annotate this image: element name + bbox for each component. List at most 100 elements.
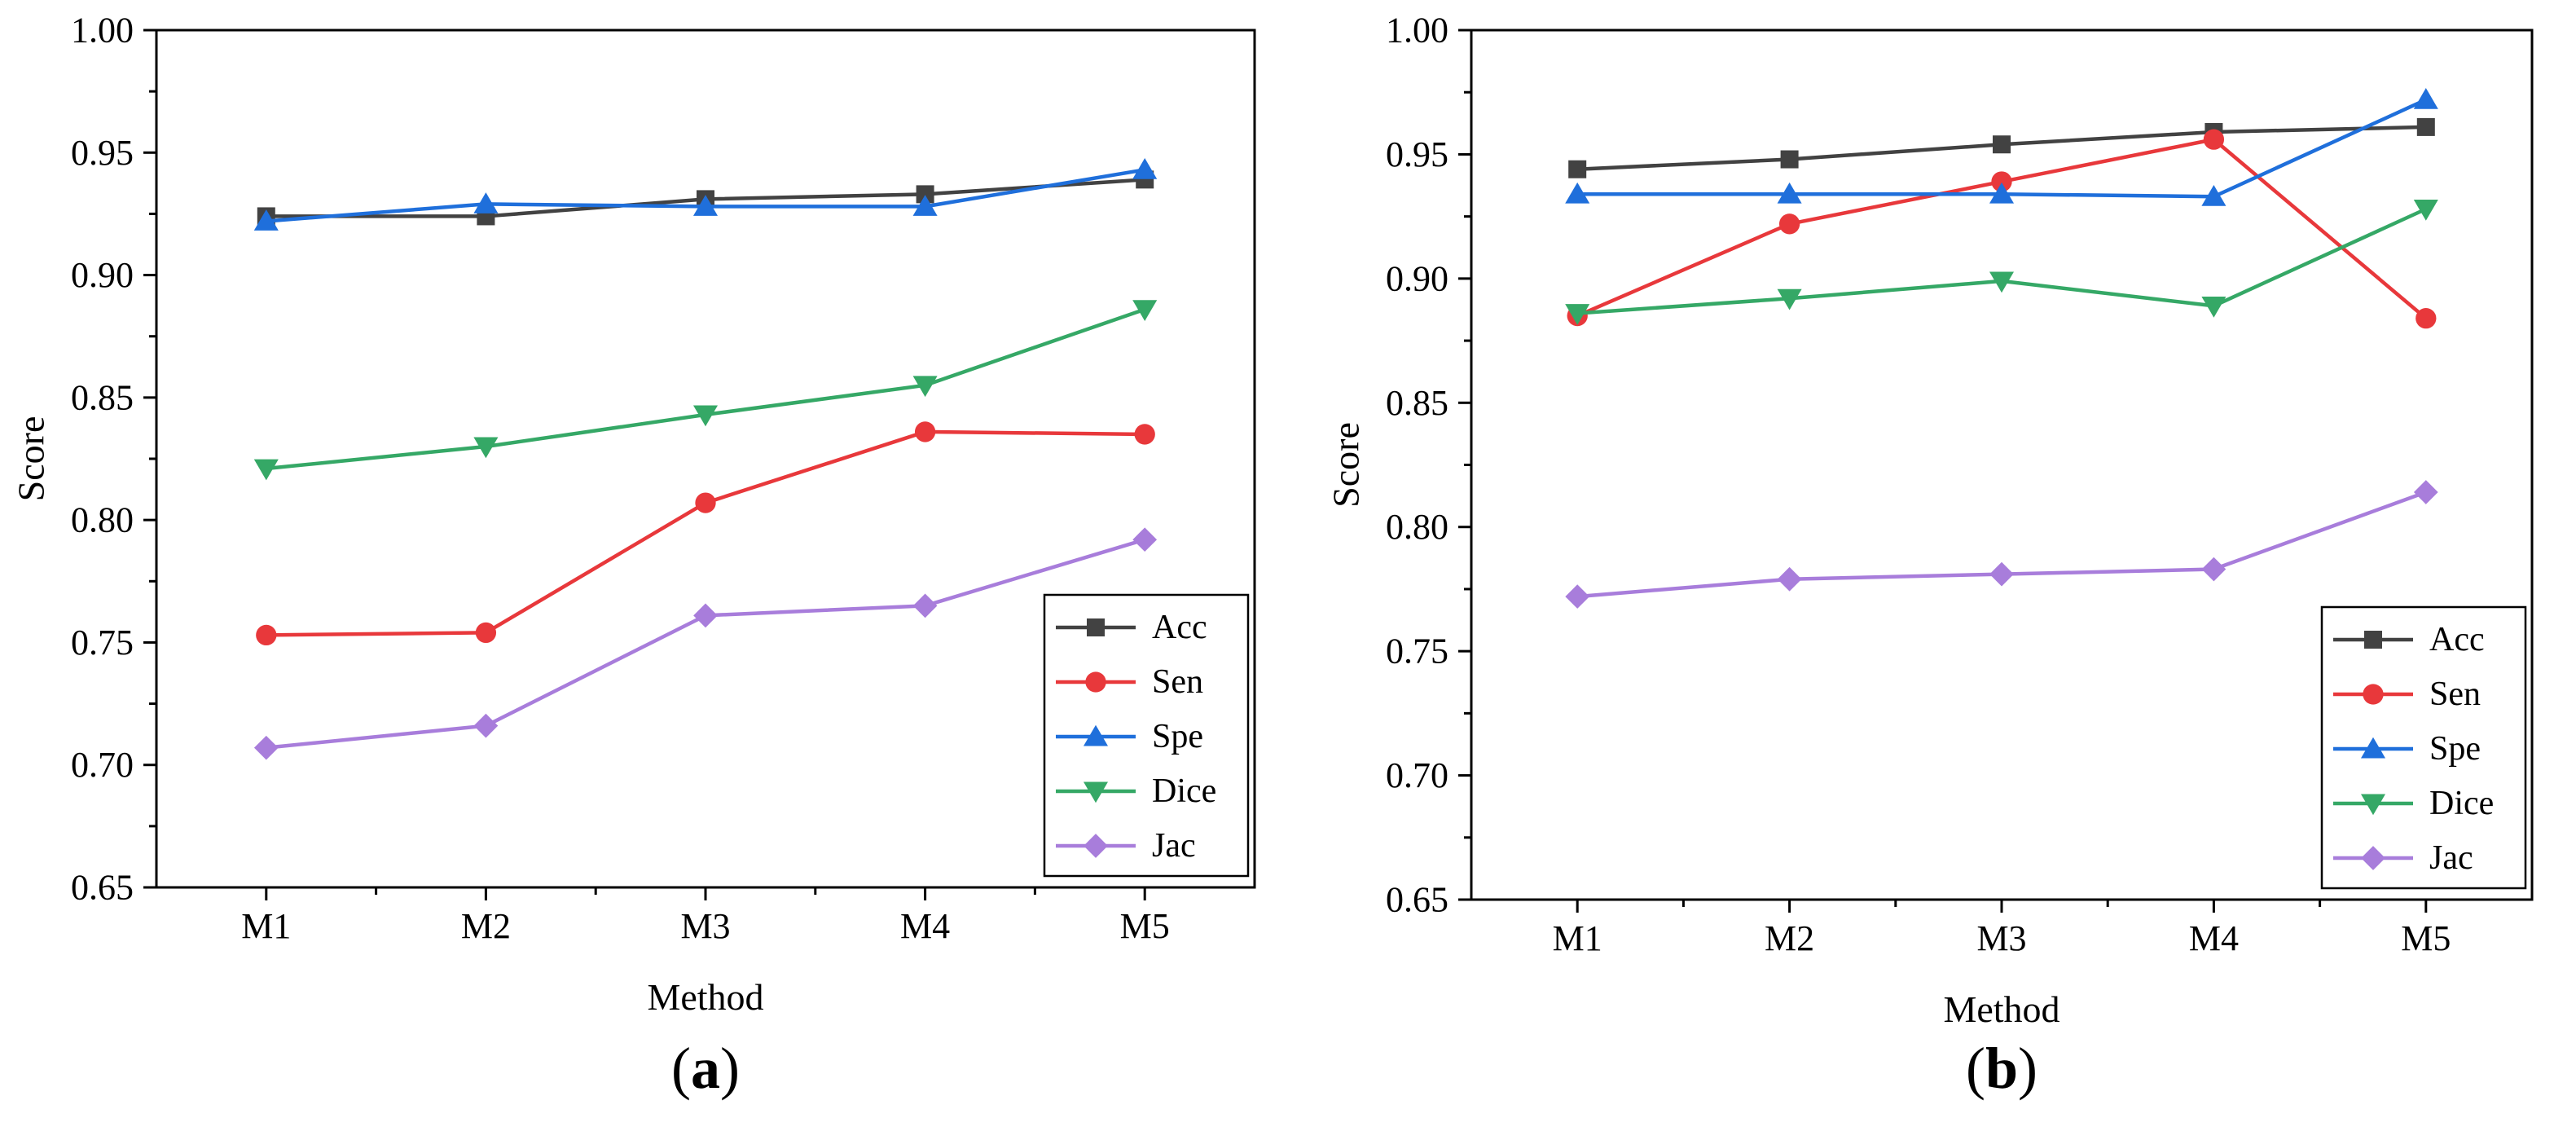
legend-label-spe: Spe	[2429, 730, 2481, 768]
data-point-jac-m1	[1565, 584, 1590, 609]
data-point-spe-m2	[1777, 182, 1802, 204]
data-point-spe-m5	[2413, 88, 2438, 109]
data-point-sen-m2	[475, 622, 497, 644]
series-line-jac	[266, 538, 1145, 750]
series-spe	[253, 158, 1158, 231]
legend-marker-jac	[1084, 834, 1108, 858]
data-point-dice-m5	[1132, 300, 1158, 321]
legend-label-spe: Spe	[1152, 718, 1203, 755]
data-point-acc-m5	[2416, 117, 2435, 136]
x-tick-label-m4: M4	[2189, 918, 2239, 958]
x-tick-label-m3: M3	[680, 906, 730, 946]
data-point-spe-m2	[473, 192, 499, 213]
y-tick-label: 0.85	[1386, 383, 1448, 423]
data-point-jac-m5	[1132, 527, 1158, 552]
data-point-jac-m4	[912, 593, 938, 618]
series-acc	[1568, 117, 2435, 178]
legend-marker-sen	[2363, 684, 2384, 705]
legend: Acc Sen Spe Dice Jac	[2320, 605, 2527, 890]
y-tick-label: 0.85	[71, 377, 134, 417]
data-point-acc-m4	[916, 185, 934, 204]
x-tick-label-m2: M2	[461, 906, 511, 946]
data-point-dice-m4	[2201, 296, 2227, 318]
data-point-spe-m4	[2201, 184, 2227, 206]
series-sen	[1567, 129, 2437, 329]
data-point-jac-m4	[2201, 557, 2227, 582]
legend-label-dice: Dice	[2429, 785, 2494, 822]
legend-marker-dice	[2360, 794, 2386, 816]
panel-label: (a)	[671, 1036, 740, 1101]
x-tick-label-m1: M1	[241, 906, 291, 946]
data-point-dice-m1	[253, 459, 279, 481]
series-jac	[1565, 480, 2438, 609]
panel-label-close: )	[2018, 1036, 2038, 1101]
legend: Acc Sen Spe Dice Jac	[1043, 593, 1250, 878]
data-point-jac-m5	[2413, 480, 2438, 504]
data-point-spe-m3	[692, 195, 719, 216]
data-point-spe-m1	[253, 209, 279, 231]
legend-marker-acc	[2364, 631, 2382, 649]
data-point-spe-m3	[1989, 182, 2015, 204]
y-tick-label: 0.65	[1386, 880, 1448, 920]
panel-label-letter: a	[691, 1036, 720, 1101]
data-point-jac-m3	[693, 603, 718, 628]
chart-panel-b: 0.65 0.70 0.75 0.80 0.85 0.90 0.95 1.00 M1 M2 M3 M4…	[1325, 11, 2534, 1101]
panel-label-close: )	[720, 1036, 740, 1101]
data-point-sen-m4	[914, 421, 936, 442]
data-point-dice-m3	[1989, 271, 2015, 293]
legend-label-acc: Acc	[2429, 621, 2485, 658]
legend-marker-sen	[1085, 671, 1106, 693]
series-line-dice	[266, 307, 1145, 471]
y-tick-label: 1.00	[71, 11, 134, 51]
data-point-dice-m5	[2413, 200, 2438, 221]
panel-label-letter: b	[1985, 1036, 2018, 1101]
data-point-dice-m1	[1565, 304, 1590, 325]
panel-label-open: (	[671, 1036, 691, 1101]
data-point-acc-m1	[1568, 160, 1587, 178]
legend-label-jac: Jac	[1152, 827, 1196, 865]
y-tick-label: 1.00	[1386, 11, 1448, 51]
series-spe	[1565, 88, 2438, 206]
x-tick-label-m2: M2	[1765, 918, 1814, 958]
data-point-jac-m2	[1777, 566, 1802, 592]
legend-marker-spe	[2360, 737, 2386, 759]
x-tick-label-m3: M3	[1976, 918, 2026, 958]
x-axis-title: Method	[647, 976, 763, 1018]
data-point-sen-m4	[2203, 129, 2225, 150]
legend-label-acc: Acc	[1152, 609, 1207, 646]
x-tick-label-m4: M4	[900, 906, 950, 946]
series-jac	[253, 527, 1158, 760]
data-point-jac-m2	[473, 713, 499, 738]
data-point-spe-m1	[1565, 182, 1590, 204]
data-point-spe-m4	[912, 195, 938, 216]
data-point-jac-m1	[253, 735, 279, 760]
y-tick-label: 0.65	[71, 868, 134, 908]
legend-marker-dice	[1083, 781, 1109, 803]
data-point-jac-m3	[1989, 561, 2014, 587]
data-point-dice-m3	[692, 405, 719, 427]
x-tick-label-m5: M5	[1120, 906, 1170, 946]
series-sen	[256, 421, 1155, 646]
y-tick-label: 0.90	[1386, 258, 1448, 298]
y-tick-label: 0.90	[71, 255, 134, 295]
y-tick-label: 0.75	[71, 623, 134, 662]
data-point-sen-m5	[1134, 424, 1155, 445]
data-point-dice-m4	[912, 376, 938, 398]
panel-label-open: (	[1966, 1036, 1985, 1101]
x-tick-label-m1: M1	[1553, 918, 1602, 958]
y-tick-label: 0.70	[1386, 755, 1448, 795]
y-tick-label: 0.75	[1386, 632, 1448, 671]
legend-label-sen: Sen	[1152, 663, 1203, 701]
legend-marker-jac	[2361, 846, 2385, 870]
y-tick-label: 0.95	[1386, 134, 1448, 174]
series-dice	[1565, 200, 2438, 325]
y-tick-label: 0.70	[71, 745, 134, 785]
chart-panel-a: 0.65 0.70 0.75 0.80 0.85 0.90 0.95 1.00 M1 M2 M3 M4…	[11, 11, 1256, 1101]
y-tick-label: 0.95	[71, 133, 134, 173]
data-point-sen-m2	[1778, 213, 1800, 235]
legend-label-dice: Dice	[1152, 772, 1216, 810]
data-point-dice-m2	[473, 437, 499, 459]
legend-marker-spe	[1083, 724, 1109, 746]
data-point-spe-m5	[1132, 158, 1158, 179]
